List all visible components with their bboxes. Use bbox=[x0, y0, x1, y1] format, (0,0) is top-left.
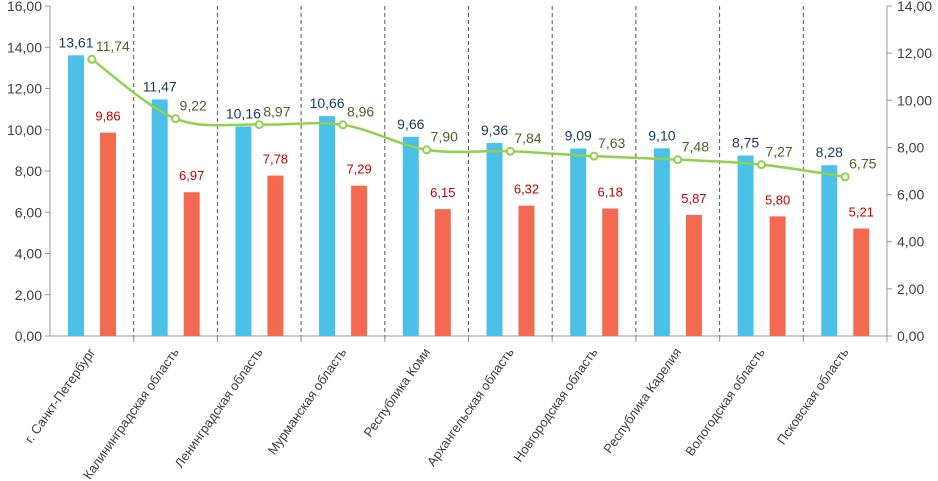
bar-red-label: 5,87 bbox=[681, 191, 706, 206]
left-tick-label: 8,00 bbox=[15, 163, 42, 179]
right-tick-label: 12,00 bbox=[897, 45, 932, 61]
right-tick-label: 2,00 bbox=[897, 281, 924, 297]
bar-blue bbox=[821, 165, 838, 336]
line-label: 8,97 bbox=[263, 103, 290, 119]
line-point bbox=[840, 172, 850, 182]
bar-blue-label: 10,66 bbox=[310, 95, 345, 111]
category-label: Республика Карелия bbox=[600, 345, 684, 456]
line-label: 7,63 bbox=[598, 135, 625, 151]
bar-blue bbox=[737, 155, 754, 336]
bar-red-label: 7,29 bbox=[346, 162, 371, 177]
bar-blue-label: 8,75 bbox=[732, 135, 759, 151]
line-point bbox=[171, 114, 181, 124]
right-tick-label: 6,00 bbox=[897, 187, 924, 203]
bar-red-label: 6,97 bbox=[179, 168, 204, 183]
bar-blue-label: 9,66 bbox=[397, 116, 424, 132]
right-tick-label: 0,00 bbox=[897, 328, 924, 344]
bar-blue bbox=[486, 142, 503, 336]
bar-red bbox=[853, 228, 870, 336]
line-label: 7,48 bbox=[682, 138, 709, 154]
line-label: 6,75 bbox=[849, 156, 876, 172]
line-label: 8,96 bbox=[347, 104, 374, 120]
left-tick-label: 14,00 bbox=[7, 39, 42, 55]
bar-blue bbox=[570, 148, 587, 336]
line-point bbox=[338, 120, 348, 130]
line-point bbox=[673, 155, 683, 165]
line-point bbox=[254, 120, 264, 130]
line-point bbox=[756, 160, 766, 170]
bar-blue-label: 9,09 bbox=[565, 128, 592, 144]
line-point bbox=[505, 146, 515, 156]
bar-red-label: 7,78 bbox=[263, 152, 288, 167]
category-label: Ленинградская область bbox=[172, 345, 266, 471]
bar-blue bbox=[68, 55, 84, 336]
left-tick-label: 10,00 bbox=[7, 122, 42, 138]
line-point bbox=[87, 54, 97, 64]
category-label: Калининградская область bbox=[80, 345, 182, 481]
bar-red bbox=[769, 216, 786, 336]
left-tick-label: 16,00 bbox=[7, 0, 42, 14]
bar-red-label: 5,80 bbox=[765, 192, 790, 207]
bar-blue-label: 10,16 bbox=[226, 105, 261, 121]
bar-red bbox=[351, 185, 368, 336]
category-label: Республика Коми bbox=[361, 345, 434, 440]
line-label: 11,74 bbox=[96, 38, 130, 54]
category-label: Мурманская область bbox=[265, 345, 350, 457]
bar-red bbox=[518, 205, 535, 336]
category-label: Вологодская область bbox=[682, 345, 768, 459]
line-point bbox=[589, 151, 599, 161]
bar-red bbox=[602, 208, 619, 336]
bar-blue bbox=[402, 136, 419, 336]
line-label: 7,84 bbox=[514, 130, 541, 146]
category-label: Архангельская область bbox=[424, 345, 517, 469]
right-tick-label: 14,00 bbox=[897, 0, 932, 14]
bar-red-label: 6,32 bbox=[514, 182, 539, 197]
bar-red bbox=[267, 175, 284, 336]
bar-red bbox=[685, 214, 702, 336]
bar-red-label: 6,18 bbox=[598, 185, 623, 200]
bar-red bbox=[434, 209, 451, 336]
bar-blue-label: 8,28 bbox=[816, 144, 843, 160]
bar-blue bbox=[235, 126, 252, 336]
bar-blue-label: 11,47 bbox=[143, 78, 177, 94]
bar-red bbox=[183, 192, 200, 336]
bar-red bbox=[100, 132, 116, 336]
line-label: 7,27 bbox=[765, 143, 792, 159]
series-line bbox=[91, 58, 846, 179]
line-label: 9,22 bbox=[180, 97, 207, 113]
bar-red-label: 5,21 bbox=[849, 205, 874, 220]
left-tick-label: 12,00 bbox=[7, 81, 42, 97]
bar-blue bbox=[151, 99, 168, 337]
left-tick-label: 2,00 bbox=[15, 287, 42, 303]
category-label: г. Санкт-Петербург bbox=[22, 345, 99, 446]
bar-red-label: 6,15 bbox=[430, 185, 455, 200]
left-tick-label: 6,00 bbox=[15, 204, 42, 220]
bar-blue bbox=[653, 148, 670, 336]
bar-blue-label: 9,10 bbox=[648, 127, 675, 143]
right-tick-label: 8,00 bbox=[897, 139, 924, 155]
left-tick-label: 4,00 bbox=[15, 246, 42, 262]
right-tick-label: 10,00 bbox=[897, 92, 932, 108]
right-tick-label: 4,00 bbox=[897, 234, 924, 250]
category-label: Псковская область bbox=[774, 345, 852, 447]
bar-red-label: 9,86 bbox=[95, 109, 120, 124]
line-label: 7,90 bbox=[431, 129, 458, 145]
bar-blue-label: 9,36 bbox=[481, 122, 508, 138]
bar-blue bbox=[319, 116, 336, 336]
line-point bbox=[422, 145, 432, 155]
category-label: Новгородская область bbox=[511, 345, 601, 465]
left-tick-label: 0,00 bbox=[15, 328, 42, 344]
bar-blue-label: 13,61 bbox=[58, 34, 93, 50]
